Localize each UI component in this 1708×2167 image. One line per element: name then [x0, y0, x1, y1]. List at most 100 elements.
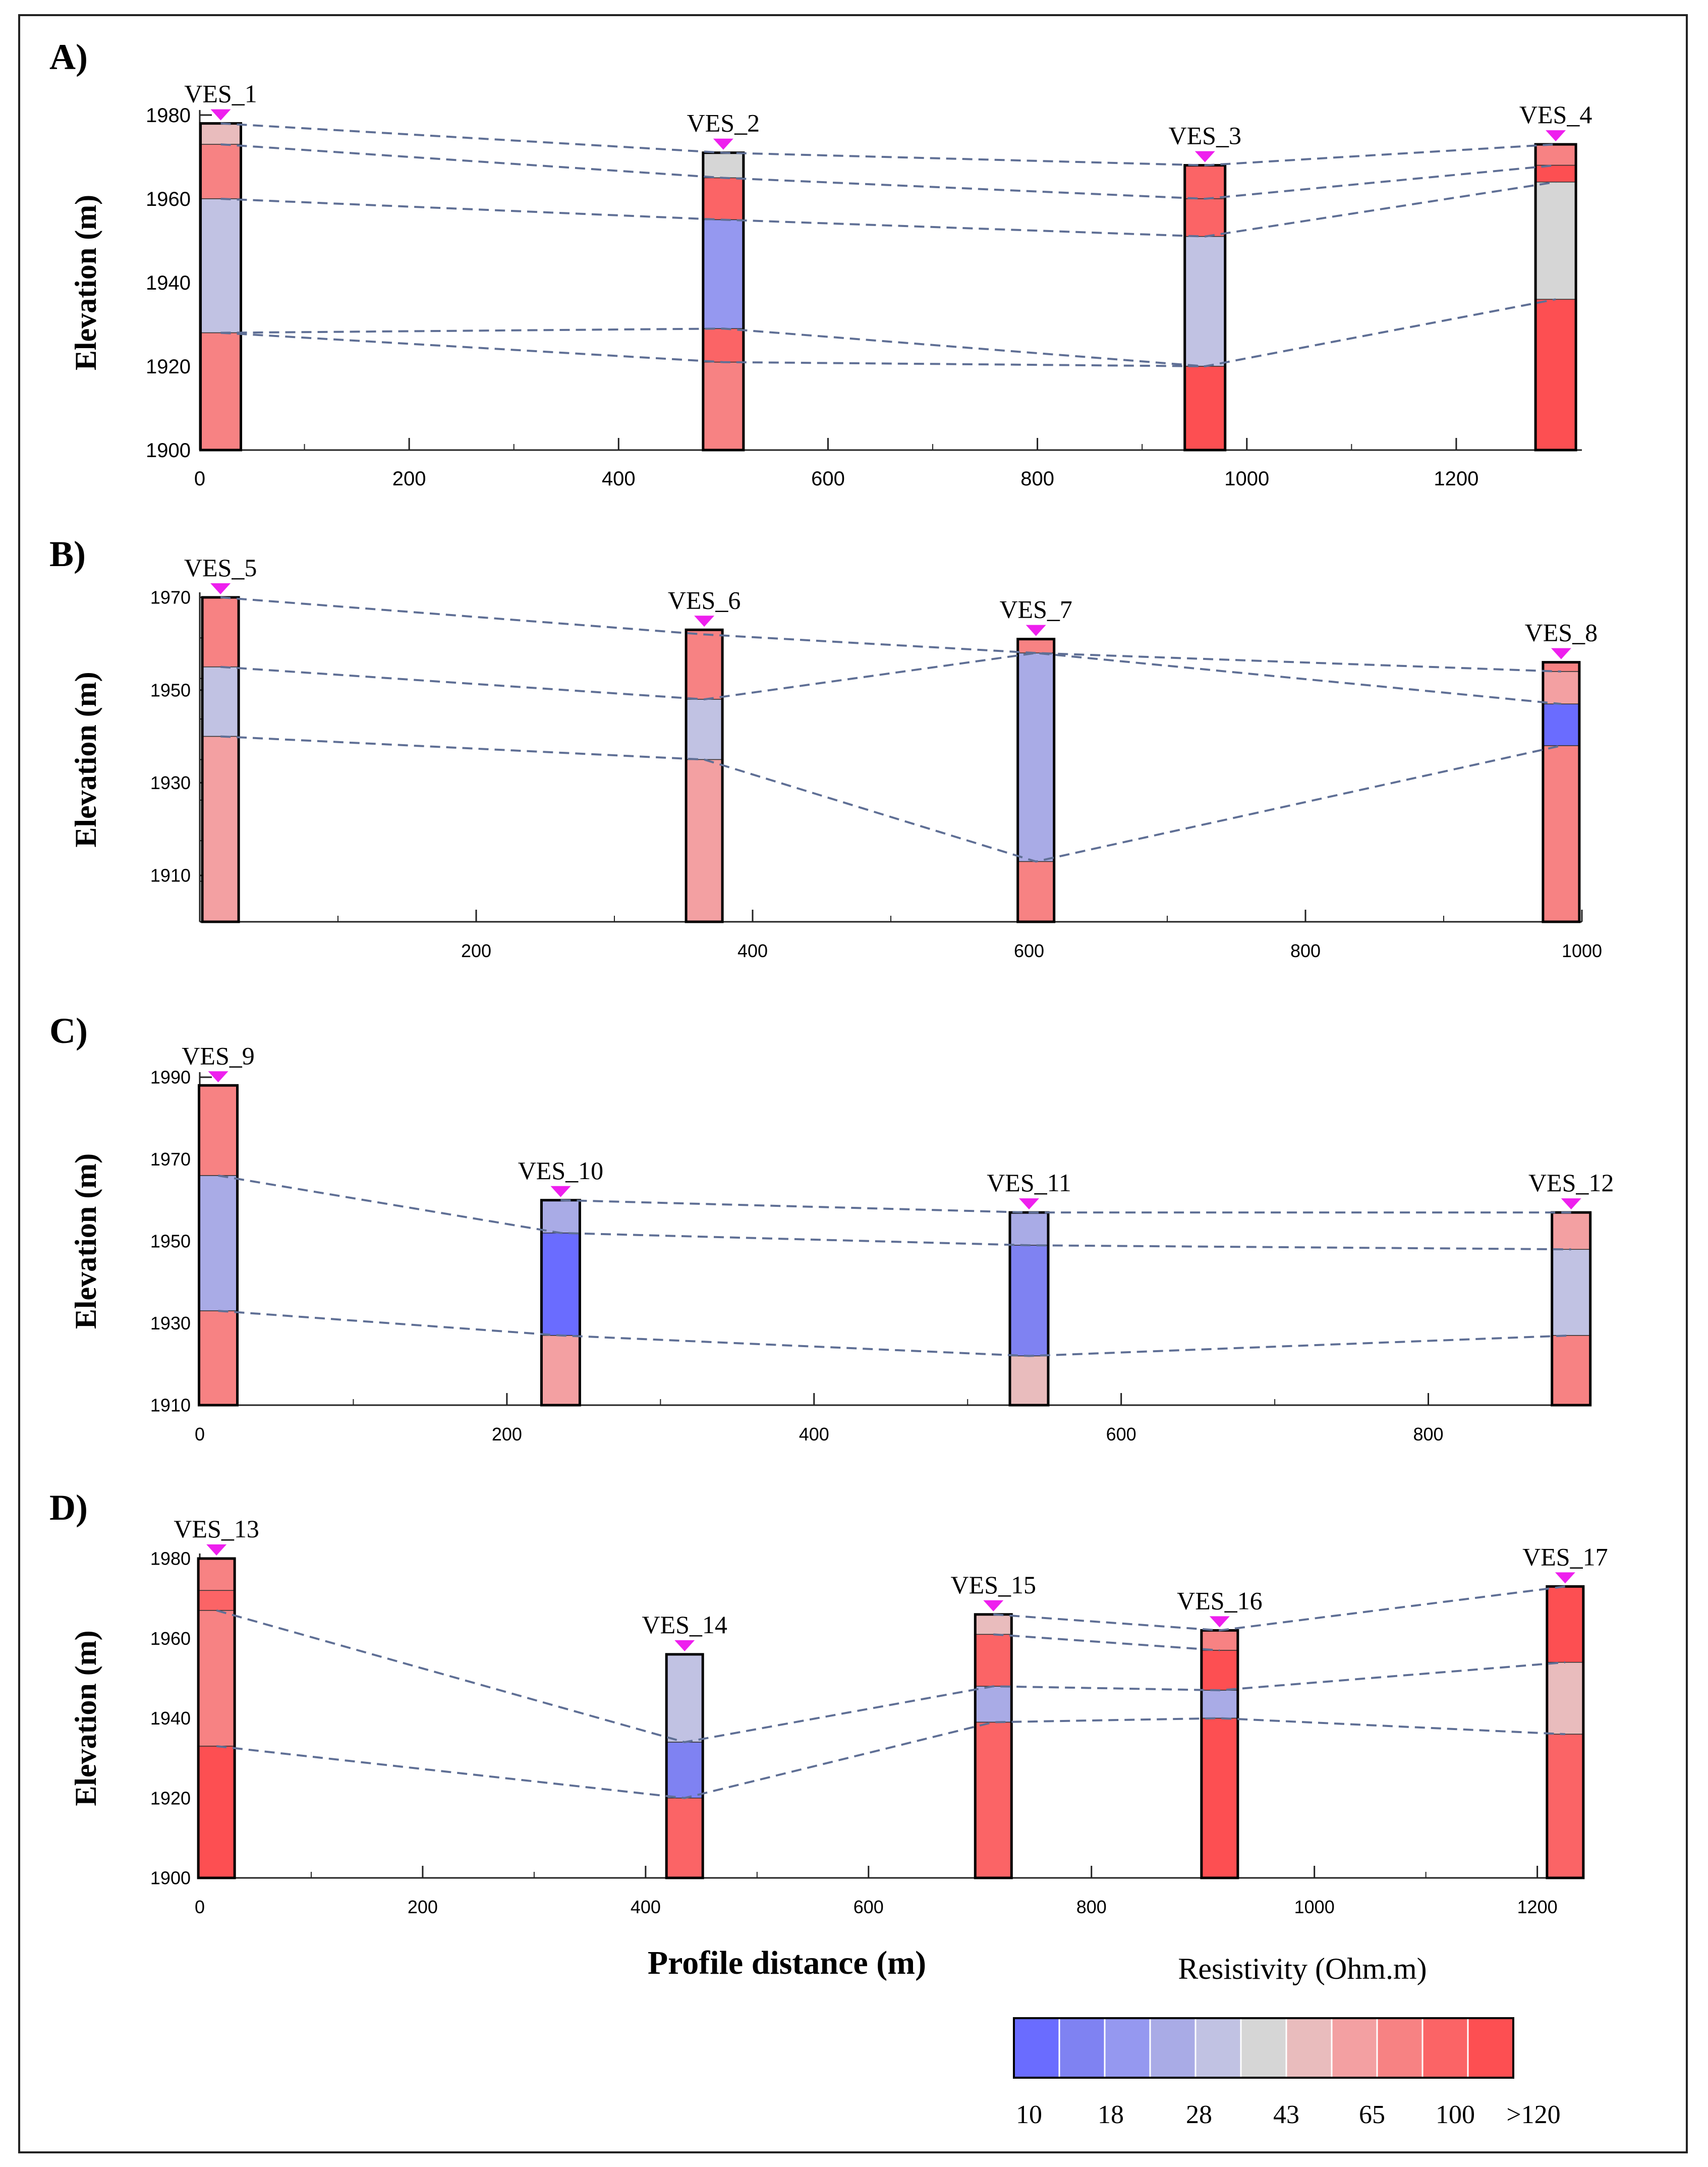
- panel-d: D) Elevation (m) 1900 1920 1940 1960 1980 0 200 4…: [49, 1487, 1608, 1917]
- y-tick-label: 1980: [150, 1548, 191, 1569]
- column-outline: [1534, 143, 1577, 452]
- ves-label: VES_2: [687, 109, 760, 137]
- ves-label: VES_9: [182, 1041, 254, 1070]
- y-tick-label: 1950: [150, 1231, 191, 1252]
- ves-column-ves-6: VES_6: [668, 586, 741, 923]
- x-tick-label: 200: [392, 468, 426, 490]
- surface-marker-icon: [1555, 1572, 1575, 1584]
- resistivity-layer: [666, 1798, 703, 1878]
- surface-marker-icon: [1194, 151, 1215, 162]
- resistivity-layer: [1184, 164, 1226, 199]
- x-tick-label: 600: [1106, 1424, 1136, 1444]
- y-tick-label: 1900: [146, 439, 191, 462]
- surface-marker-icon: [694, 616, 715, 627]
- ves-column-ves-8: VES_8: [1525, 619, 1598, 923]
- y-tick-label: 1920: [146, 356, 191, 378]
- resistivity-layer: [1009, 1355, 1049, 1406]
- resistivity-layer: [1547, 1661, 1584, 1735]
- column-outline: [197, 1557, 236, 1879]
- legend-tick-label: 100: [1436, 2100, 1475, 2129]
- resistivity-layer: [200, 144, 242, 199]
- panel-a: A) Elevation (m) 1900 1920 1940 1960 1980 0 200 4…: [49, 37, 1592, 490]
- resistivity-layer: [198, 1746, 235, 1878]
- ves-column-ves-16: VES_16: [1177, 1586, 1263, 1879]
- x-tick-label: 800: [1290, 940, 1321, 961]
- ves-label: VES_3: [1168, 122, 1241, 150]
- y-tick-label: 1980: [146, 104, 191, 127]
- resistivity-layer: [1535, 144, 1576, 166]
- ves-column-ves-5: VES_5: [184, 553, 257, 923]
- correlation-line: [220, 181, 1556, 238]
- surface-marker-icon: [983, 1600, 1004, 1612]
- ves-column-ves-10: VES_10: [518, 1156, 603, 1407]
- column-outline: [1542, 661, 1581, 923]
- figure-frame: A) Elevation (m) 1900 1920 1940 1960 1980 0 200 4…: [18, 14, 1688, 2153]
- y-tick-label: 1950: [150, 680, 191, 700]
- correlation-line: [220, 596, 1561, 673]
- panel-label: C): [49, 1011, 88, 1051]
- ves-column-ves-2: VES_2: [687, 109, 760, 452]
- resistivity-layer: [1547, 1734, 1584, 1878]
- x-axis-title: Profile distance (m): [648, 1944, 926, 1981]
- surface-marker-icon: [1026, 625, 1046, 636]
- x-tick-label: 400: [799, 1424, 829, 1444]
- resistivity-layer: [1551, 1335, 1591, 1406]
- legend-swatch: [1013, 2017, 1060, 2079]
- y-tick-label: 1940: [150, 1708, 191, 1729]
- resistivity-layer: [1201, 1717, 1238, 1878]
- surface-marker-icon: [208, 1071, 229, 1083]
- resistivity-layer: [198, 1085, 238, 1176]
- resistivity-layer: [541, 1200, 581, 1234]
- resistivity-cross-sections: A) Elevation (m) 1900 1920 1940 1960 1980 0 200 4…: [49, 37, 1614, 2129]
- ves-column-ves-15: VES_15: [951, 1571, 1036, 1879]
- legend-swatch: [1104, 2017, 1151, 2079]
- panel-label: B): [49, 534, 86, 574]
- legend-swatch: [1240, 2017, 1287, 2079]
- ves-column-ves-12: VES_12: [1528, 1169, 1614, 1407]
- legend-swatch: [1058, 2017, 1106, 2079]
- resistivity-layer: [198, 1310, 238, 1406]
- correlation-line: [218, 1310, 1571, 1357]
- resistivity-layer: [703, 219, 744, 329]
- panel-label: A): [49, 37, 88, 77]
- y-tick-label: 1910: [150, 1395, 191, 1416]
- ves-label: VES_14: [642, 1610, 727, 1639]
- resistivity-layer: [1017, 638, 1055, 653]
- legend-swatch: [1149, 2017, 1197, 2079]
- y-tick-label: 1930: [150, 772, 191, 793]
- legend-swatch: [1376, 2017, 1424, 2079]
- y-axis-label: Elevation (m): [69, 1153, 102, 1329]
- y-axis-label: Elevation (m): [69, 672, 102, 847]
- ves-label: VES_6: [668, 586, 741, 614]
- resistivity-layer: [200, 123, 242, 145]
- ves-label: VES_8: [1525, 619, 1598, 647]
- x-tick-label: 0: [195, 1424, 205, 1444]
- x-tick-label: 0: [194, 468, 205, 490]
- x-tick-label: 200: [492, 1424, 522, 1444]
- legend-swatch: [1467, 2017, 1514, 2079]
- resistivity-layer: [975, 1614, 1012, 1635]
- ves-label: VES_16: [1177, 1586, 1262, 1615]
- surface-marker-icon: [1546, 130, 1566, 142]
- resistivity-layer: [198, 1558, 235, 1591]
- resistivity-layer: [1009, 1245, 1049, 1357]
- column-outline: [685, 628, 724, 923]
- resistivity-layer: [541, 1335, 581, 1406]
- resistivity-layer: [1201, 1630, 1238, 1651]
- resistivity-layer: [1201, 1650, 1238, 1691]
- resistivity-layer: [1201, 1690, 1238, 1719]
- resistivity-layer: [666, 1742, 703, 1799]
- ves-label: VES_13: [174, 1515, 259, 1543]
- y-tick-label: 1910: [150, 865, 191, 886]
- resistivity-layer: [198, 1610, 235, 1747]
- resistivity-layer: [1543, 671, 1580, 705]
- ves-label: VES_5: [184, 553, 257, 582]
- resistivity-layer: [686, 699, 723, 760]
- surface-marker-icon: [713, 138, 733, 150]
- y-tick-label: 1940: [146, 272, 191, 294]
- y-tick-label: 1900: [150, 1868, 191, 1888]
- resistivity-layer: [686, 629, 723, 700]
- surface-marker-icon: [1561, 1198, 1581, 1210]
- resistivity-layer: [1184, 236, 1226, 367]
- x-tick-label: 400: [631, 1897, 661, 1917]
